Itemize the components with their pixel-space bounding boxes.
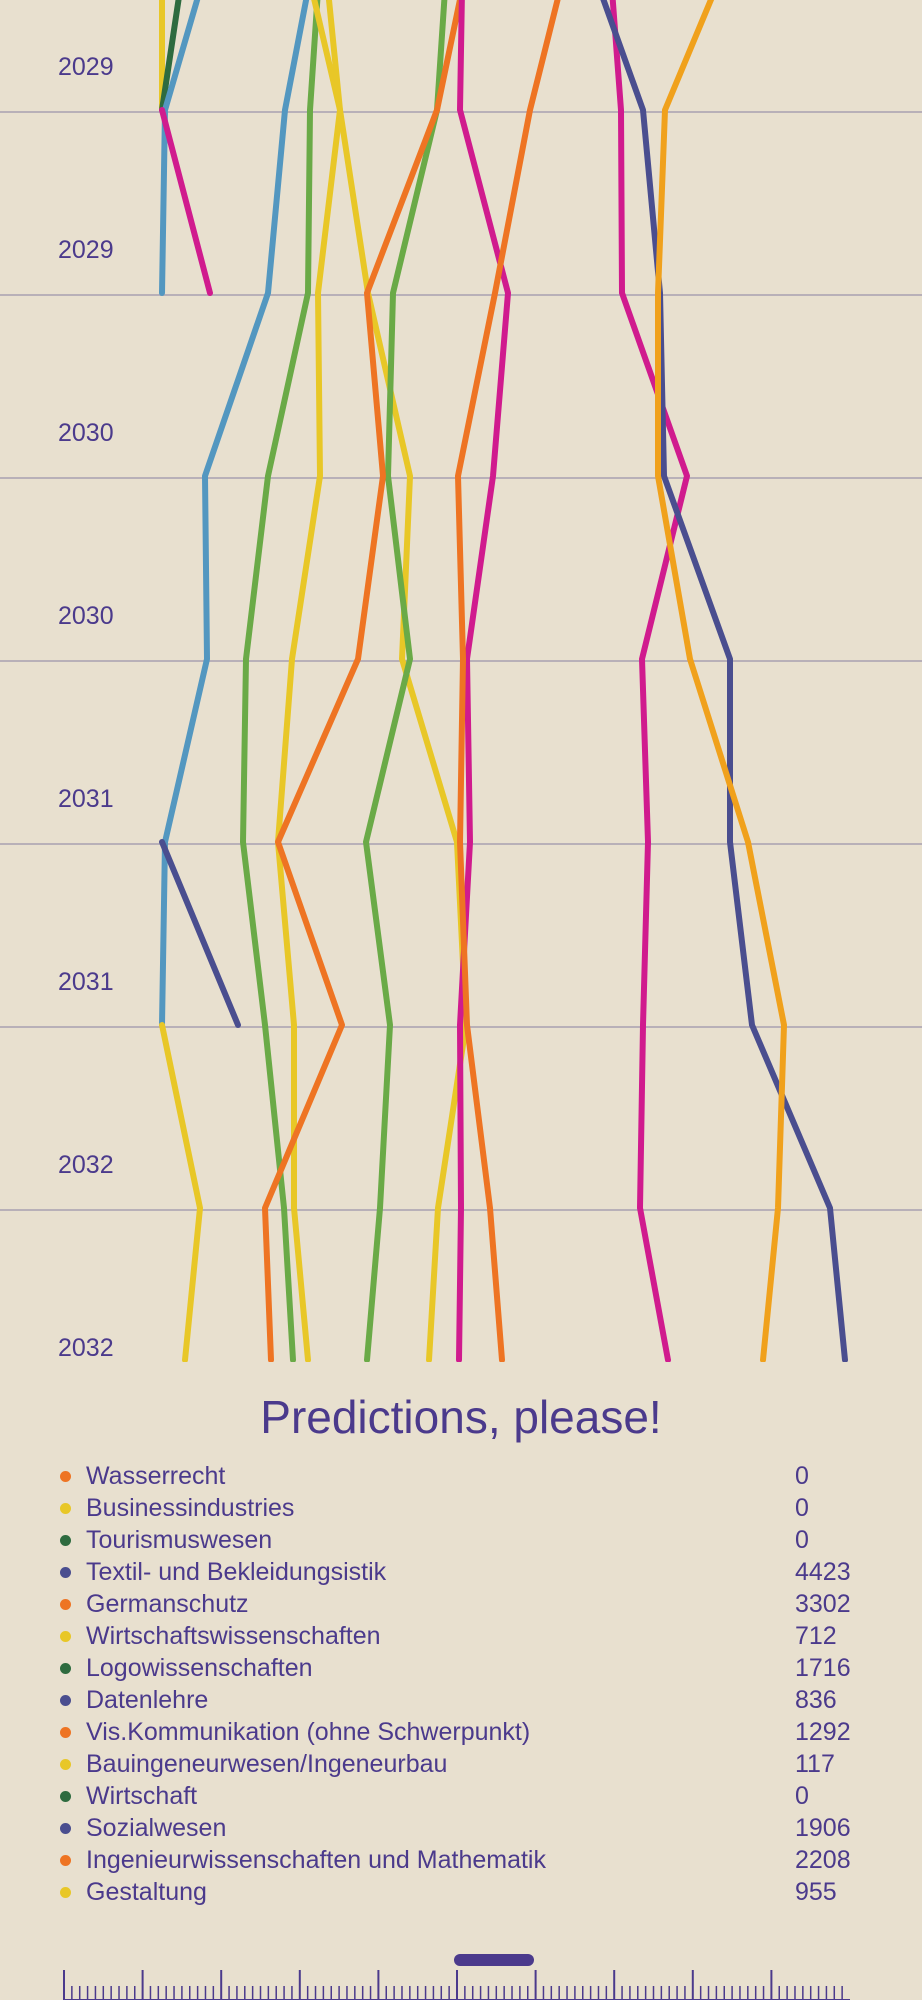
legend-item: Textil- und Bekleidungsistik 4423 xyxy=(60,1556,860,1588)
legend-item-value: 712 xyxy=(795,1621,837,1650)
legend-item-name: Ingenieurwissenschaften und Mathematik xyxy=(86,1845,546,1874)
year-labels: 2029 2029 2030 2030 2031 2031 2032 2032 xyxy=(58,53,114,1362)
legend-item-name: Datenlehre xyxy=(86,1685,209,1714)
legend-item-name: Wasserrecht xyxy=(86,1461,226,1490)
legend-title: Predictions, please! xyxy=(260,1391,662,1443)
legend-item: Wasserrecht 0 xyxy=(60,1460,860,1492)
legend-dot-icon xyxy=(60,1854,71,1866)
legend-item-value: 117 xyxy=(795,1749,835,1778)
legend-item-name: Sozialwesen xyxy=(86,1813,227,1842)
year-label: 2032 xyxy=(58,1151,114,1179)
series-line xyxy=(456,0,511,1362)
legend-item: Ingenieurwissenschaften und Mathematik 22… xyxy=(60,1844,860,1876)
series-lines xyxy=(159,0,848,1362)
legend-dot-icon xyxy=(60,1598,71,1610)
legend-item-value: 0 xyxy=(795,1493,809,1522)
legend-item: Vis.Kommunikation (ohne Schwerpunkt) 1292 xyxy=(60,1716,860,1748)
legend-dot-icon xyxy=(60,1886,71,1898)
timeline-scrubber-handle[interactable] xyxy=(454,1954,534,1966)
year-label: 2031 xyxy=(58,968,114,996)
series-line xyxy=(363,0,448,1362)
year-label: 2032 xyxy=(58,1334,114,1362)
year-label: 2031 xyxy=(58,785,114,813)
legend-item: Sozialwesen 1906 xyxy=(60,1812,860,1844)
legend-dot-icon xyxy=(60,1502,71,1514)
line-chart: 2029 2029 2030 2030 2031 2031 2032 2032 xyxy=(0,0,922,1362)
legend-item: Datenlehre 836 xyxy=(60,1684,860,1716)
legend-dot-icon xyxy=(60,1694,71,1706)
legend-item-value: 3302 xyxy=(795,1589,851,1618)
series-line xyxy=(655,0,787,1362)
legend-item-value: 955 xyxy=(795,1877,837,1906)
legend-item-name: Bauingeneurwesen/Ingeneurbau xyxy=(86,1749,448,1778)
legend-item: Tourismuswesen 0 xyxy=(60,1524,860,1556)
legend-item-name: Logowissenschaften xyxy=(86,1653,313,1682)
legend-item-name: Germanschutz xyxy=(86,1589,249,1618)
legend-item: Logowissenschaften 1716 xyxy=(60,1652,860,1684)
legend-dot-icon xyxy=(60,1566,71,1578)
legend-dot-icon xyxy=(60,1822,71,1834)
legend-item: Bauingeneurwesen/Ingeneurbau 117 xyxy=(60,1748,860,1780)
legend-item-name: Textil- und Bekleidungsistik xyxy=(86,1557,387,1586)
legend-item-name: Vis.Kommunikation (ohne Schwerpunkt) xyxy=(86,1717,531,1746)
legend-item-value: 1716 xyxy=(795,1653,851,1682)
series-line xyxy=(159,0,201,296)
legend-item-name: Tourismuswesen xyxy=(86,1525,273,1554)
legend-dot-icon xyxy=(60,1662,71,1674)
legend-item-value: 0 xyxy=(795,1781,809,1810)
legend-dot-icon xyxy=(60,1534,71,1546)
legend: Wasserrecht 0 Businessindustries 0 Tourismus… xyxy=(60,1460,860,1908)
series-line xyxy=(159,107,213,296)
legend-item-name: Wirtschaft xyxy=(86,1781,198,1810)
series-line xyxy=(159,839,241,1028)
legend-item: Wirtschaftswissenschaften 712 xyxy=(60,1620,860,1652)
series-line xyxy=(600,0,848,1362)
legend-item-value: 1906 xyxy=(795,1813,851,1842)
legend-item: Wirtschaft 0 xyxy=(60,1780,860,1812)
legend-item: Germanschutz 3302 xyxy=(60,1588,860,1620)
series-line xyxy=(609,0,690,1362)
series-line xyxy=(159,1022,203,1362)
legend-dot-icon xyxy=(60,1758,71,1770)
timeline-ruler[interactable] xyxy=(0,1950,922,2000)
series-line xyxy=(159,0,182,113)
legend-item: Businessindustries 0 xyxy=(60,1492,860,1524)
series-line xyxy=(262,0,463,1362)
year-label: 2030 xyxy=(58,419,114,447)
year-label: 2029 xyxy=(58,53,114,81)
legend-item-value: 836 xyxy=(795,1685,837,1714)
legend-item-name: Gestaltung xyxy=(86,1877,207,1906)
year-label: 2030 xyxy=(58,602,114,630)
series-line xyxy=(275,0,343,1362)
legend-item-value: 0 xyxy=(795,1461,809,1490)
legend-dot-icon xyxy=(60,1470,71,1482)
legend-dot-icon xyxy=(60,1790,71,1802)
legend-item-name: Businessindustries xyxy=(86,1493,295,1522)
year-label: 2029 xyxy=(58,236,114,264)
legend-item-value: 0 xyxy=(795,1525,809,1554)
legend-item-value: 2208 xyxy=(795,1845,851,1874)
legend-dot-icon xyxy=(60,1630,71,1642)
series-line xyxy=(455,0,561,1362)
series-line xyxy=(240,0,321,1362)
series-line xyxy=(325,0,469,1362)
legend-item-value: 1292 xyxy=(795,1717,851,1746)
legend-item-value: 4423 xyxy=(795,1557,851,1586)
legend-dot-icon xyxy=(60,1726,71,1738)
legend-item-name: Wirtschaftswissenschaften xyxy=(86,1621,381,1650)
legend-item: Gestaltung 955 xyxy=(60,1876,860,1908)
